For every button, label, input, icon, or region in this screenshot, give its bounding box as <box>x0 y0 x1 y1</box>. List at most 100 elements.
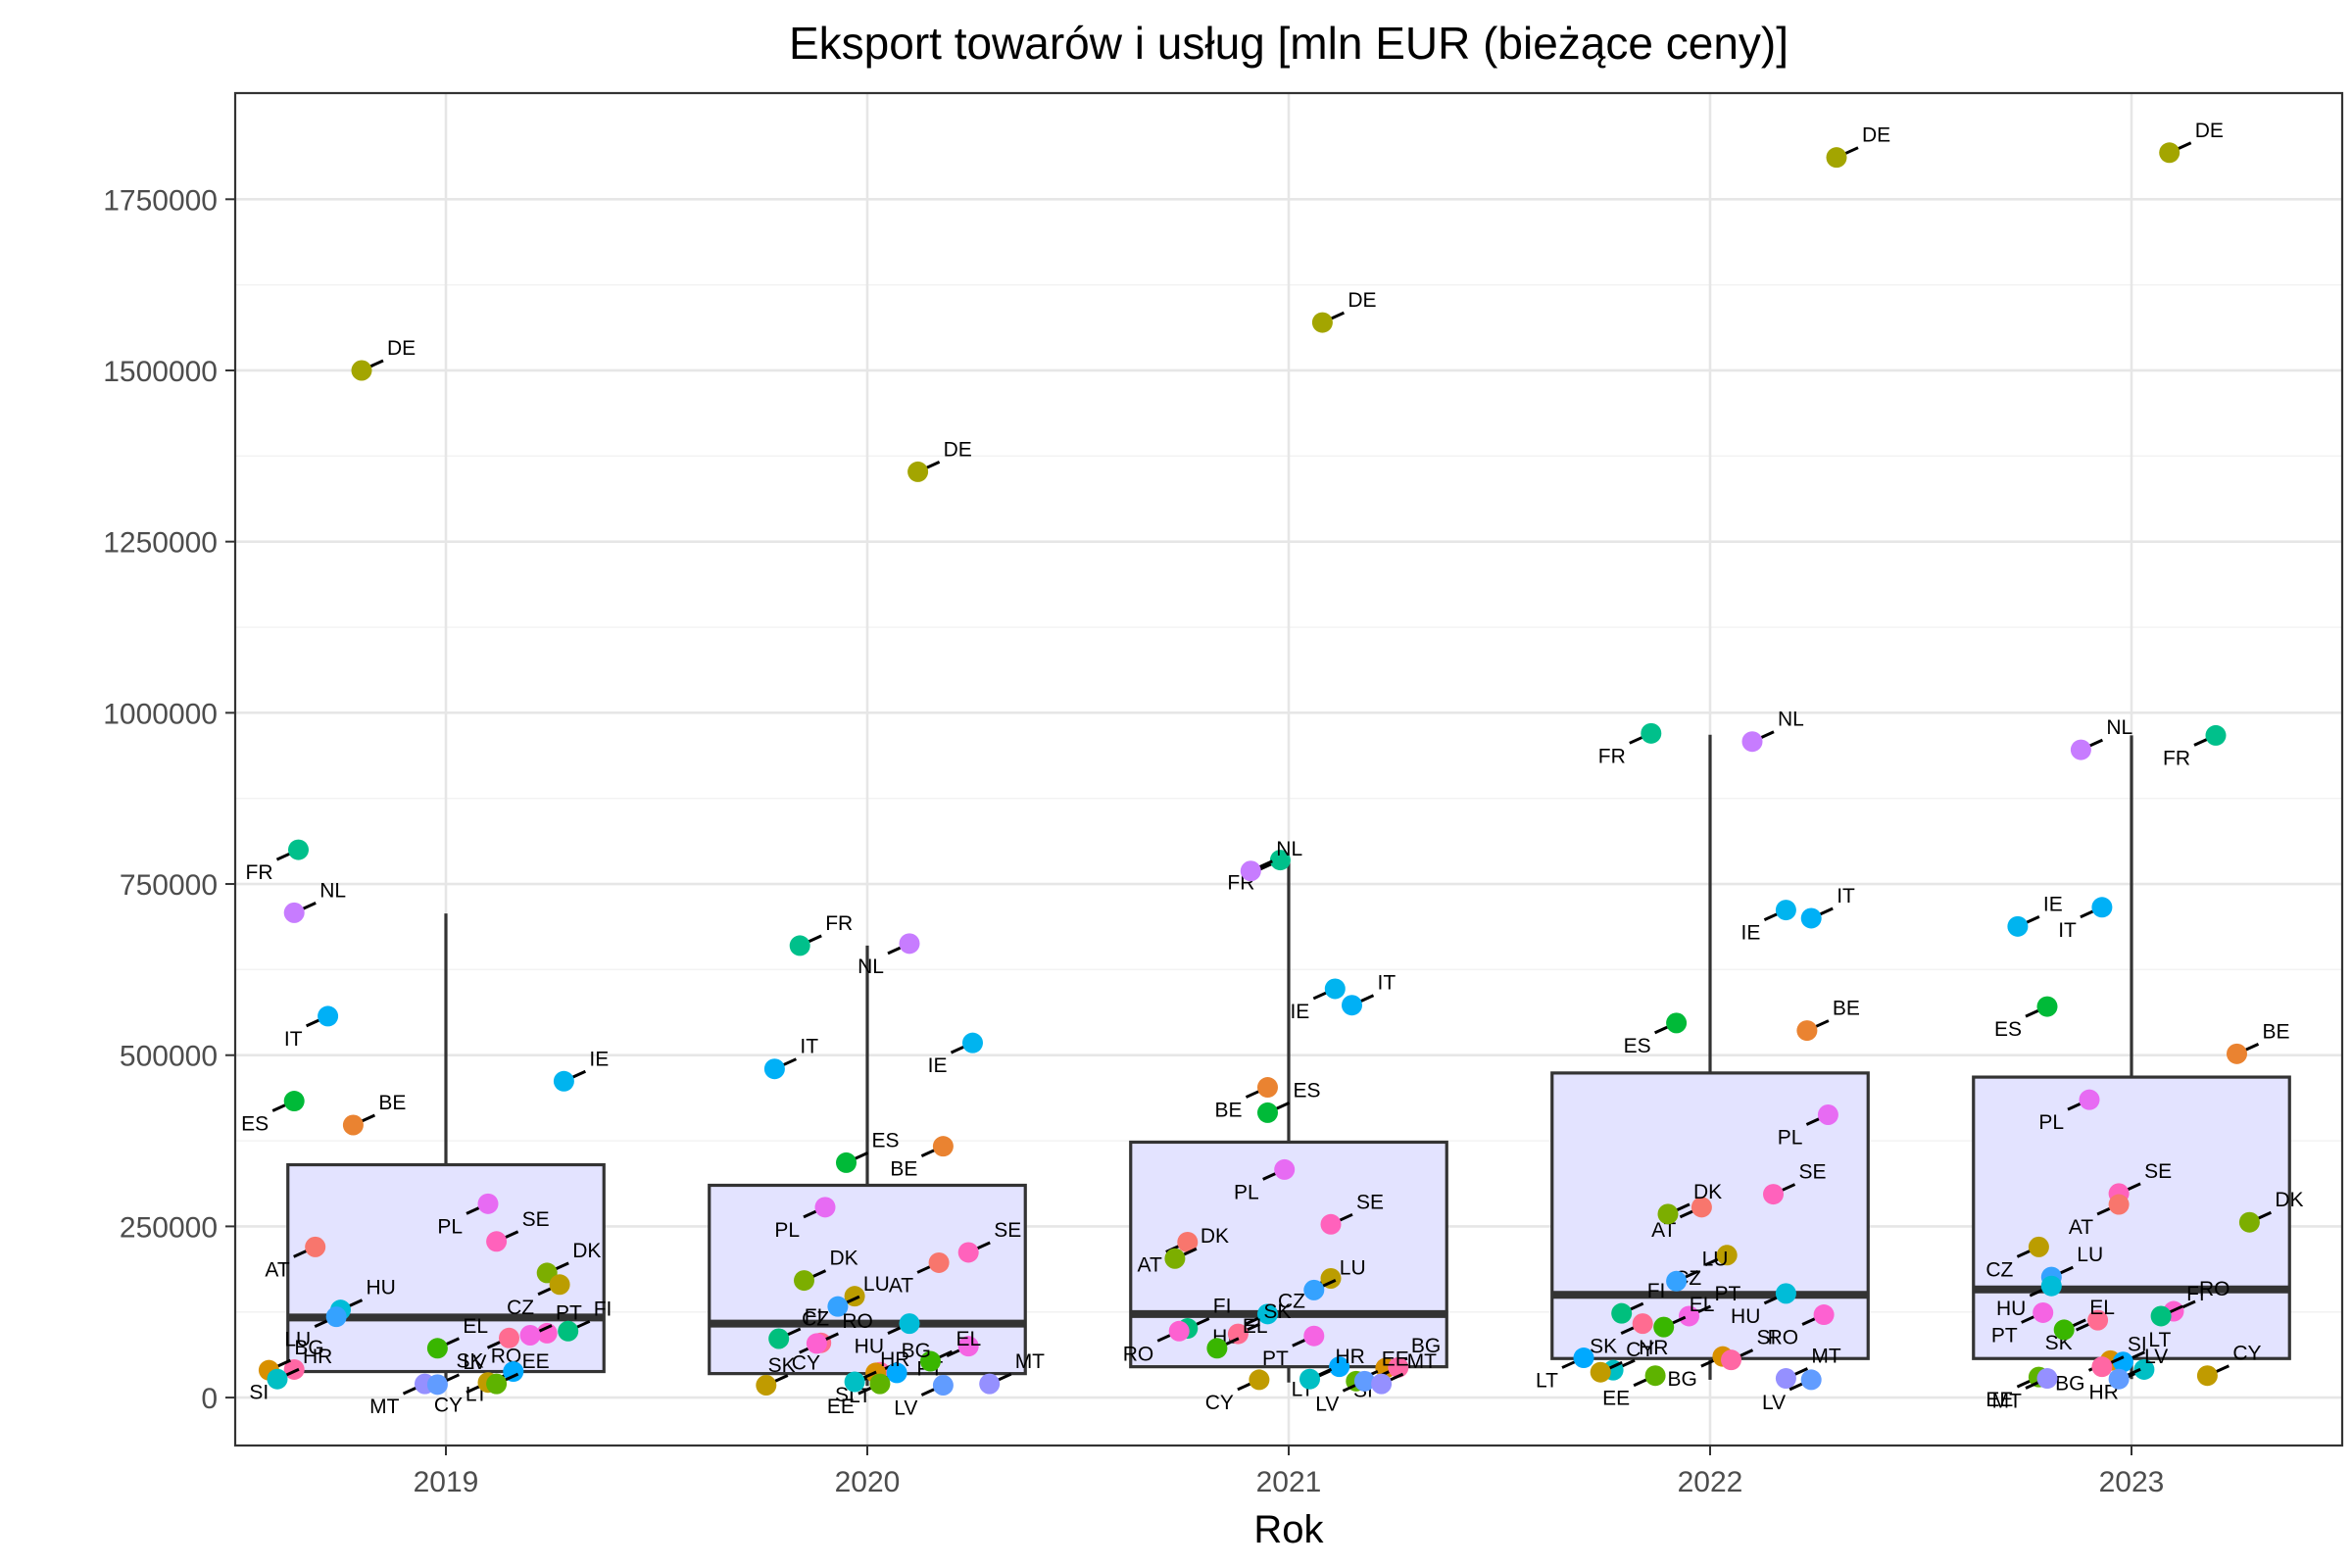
point-HU-2023 <box>2040 1275 2062 1297</box>
point-label: FI <box>2186 1283 2205 1305</box>
x-tick-label-2019: 2019 <box>414 1466 479 1498</box>
point-MT-2023 <box>2036 1368 2058 1390</box>
point-label: IT <box>800 1036 818 1058</box>
point-label: CY <box>1205 1392 1234 1414</box>
point-label: IT <box>1378 972 1396 995</box>
point-label: DE <box>387 337 416 360</box>
point-label: LU <box>2077 1244 2103 1266</box>
point-label: DK <box>1200 1225 1229 1248</box>
point-FR-2022 <box>1641 722 1662 744</box>
point-IT-2021 <box>1342 995 1362 1016</box>
point-label: MT <box>1811 1346 1840 1368</box>
point-BE-2019 <box>342 1114 364 1136</box>
point-label: SI <box>2128 1334 2147 1356</box>
point-label: NL <box>2106 716 2132 739</box>
point-HU-2020 <box>899 1313 920 1335</box>
point-label: LV <box>1762 1392 1786 1414</box>
point-EL-2022 <box>1653 1316 1675 1338</box>
point-label: PT <box>1262 1348 1289 1370</box>
point-label: ES <box>1624 1035 1651 1057</box>
point-label: PT <box>1715 1283 1741 1305</box>
point-PL-2020 <box>814 1197 836 1218</box>
y-tick-label: 250000 <box>120 1211 218 1244</box>
point-LV-2020 <box>932 1375 954 1396</box>
point-label: EL <box>956 1328 982 1350</box>
point-label: SI <box>249 1381 269 1403</box>
point-EE-2020 <box>869 1373 891 1395</box>
point-label: EL <box>463 1315 488 1338</box>
point-PL-2021 <box>1274 1158 1296 1180</box>
point-label: FI <box>1213 1296 1232 1318</box>
y-axis: 0 250000 500000 750000 1000000 1250000 1500000… <box>103 184 235 1415</box>
point-label: DE <box>1862 124 1890 147</box>
point-RO-2021 <box>1168 1320 1190 1342</box>
point-CZ-2019 <box>549 1274 570 1296</box>
x-tick-label-2020: 2020 <box>835 1466 901 1498</box>
y-tick-label: 1750000 <box>103 184 218 217</box>
point-label: DK <box>1693 1181 1722 1203</box>
point-label: SE <box>994 1219 1021 1242</box>
point-label: IE <box>928 1054 948 1077</box>
point-label: NL <box>858 956 884 978</box>
point-label: EE <box>827 1396 855 1418</box>
point-IE-2021 <box>1324 978 1346 1000</box>
point-label: HU <box>367 1277 396 1299</box>
point-label: NL <box>319 879 346 902</box>
point-label: FI <box>1647 1280 1666 1302</box>
point-NL-2019 <box>283 902 305 923</box>
point-DE-2021 <box>1311 312 1333 333</box>
point-label: LU <box>1340 1256 1366 1279</box>
point-label: FI <box>805 1305 823 1328</box>
point-AT-2022 <box>1690 1197 1712 1218</box>
point-SK-2021 <box>1227 1323 1249 1345</box>
point-label: PL <box>1234 1181 1259 1203</box>
point-label: IT <box>1837 885 1855 907</box>
point-label: FR <box>2163 747 2190 769</box>
point-label: CY <box>792 1352 820 1375</box>
point-label: AT <box>889 1274 913 1297</box>
point-DE-2019 <box>351 360 372 381</box>
point-label: EE <box>522 1350 550 1373</box>
point-label: SK <box>1263 1300 1291 1323</box>
point-AT-2023 <box>2108 1194 2130 1215</box>
point-label: RO <box>1123 1343 1154 1365</box>
point-HR-2023 <box>2133 1358 2155 1380</box>
point-CY-2020 <box>756 1375 777 1396</box>
point-label: LV <box>1315 1393 1339 1415</box>
point-label: BE <box>890 1158 917 1181</box>
point-SE-2019 <box>486 1231 508 1252</box>
point-DE-2020 <box>907 461 929 482</box>
point-label: BE <box>2263 1020 2290 1043</box>
point-LT-2019 <box>503 1361 524 1383</box>
x-tick-label-2023: 2023 <box>2099 1466 2165 1498</box>
point-SE-2021 <box>1320 1213 1342 1235</box>
point-label: BG <box>1668 1368 1697 1391</box>
point-label: HR <box>880 1348 909 1371</box>
point-label: HR <box>1336 1346 1365 1368</box>
boxplot-2023 <box>1972 735 2291 1380</box>
point-label: LU <box>1702 1248 1729 1270</box>
point-label: IE <box>1741 922 1761 945</box>
point-label: BG <box>294 1337 323 1359</box>
point-LT-2022 <box>1573 1348 1594 1369</box>
point-PT-2021 <box>1303 1325 1325 1347</box>
point-BE-2022 <box>1796 1020 1818 1042</box>
y-tick-label: 750000 <box>120 869 218 902</box>
point-label: PL <box>774 1219 800 1242</box>
point-EL-2019 <box>426 1338 448 1359</box>
point-IE-2022 <box>1775 900 1796 921</box>
point-FI-2023 <box>2150 1305 2172 1327</box>
point-label: IE <box>2043 893 2063 915</box>
point-label: SK <box>456 1349 483 1372</box>
point-label: ES <box>872 1129 900 1152</box>
point-label: HU <box>1996 1298 2026 1320</box>
point-NL-2022 <box>1741 731 1763 753</box>
point-label: AT <box>1138 1253 1162 1276</box>
point-label: CZ <box>1985 1258 2013 1281</box>
point-label: SE <box>522 1208 550 1231</box>
point-label: AT <box>2069 1216 2093 1239</box>
points-2020: DENLFRIEITBEESPLSEATDKCZLUHUFISKROPTELSI… <box>756 438 1045 1420</box>
